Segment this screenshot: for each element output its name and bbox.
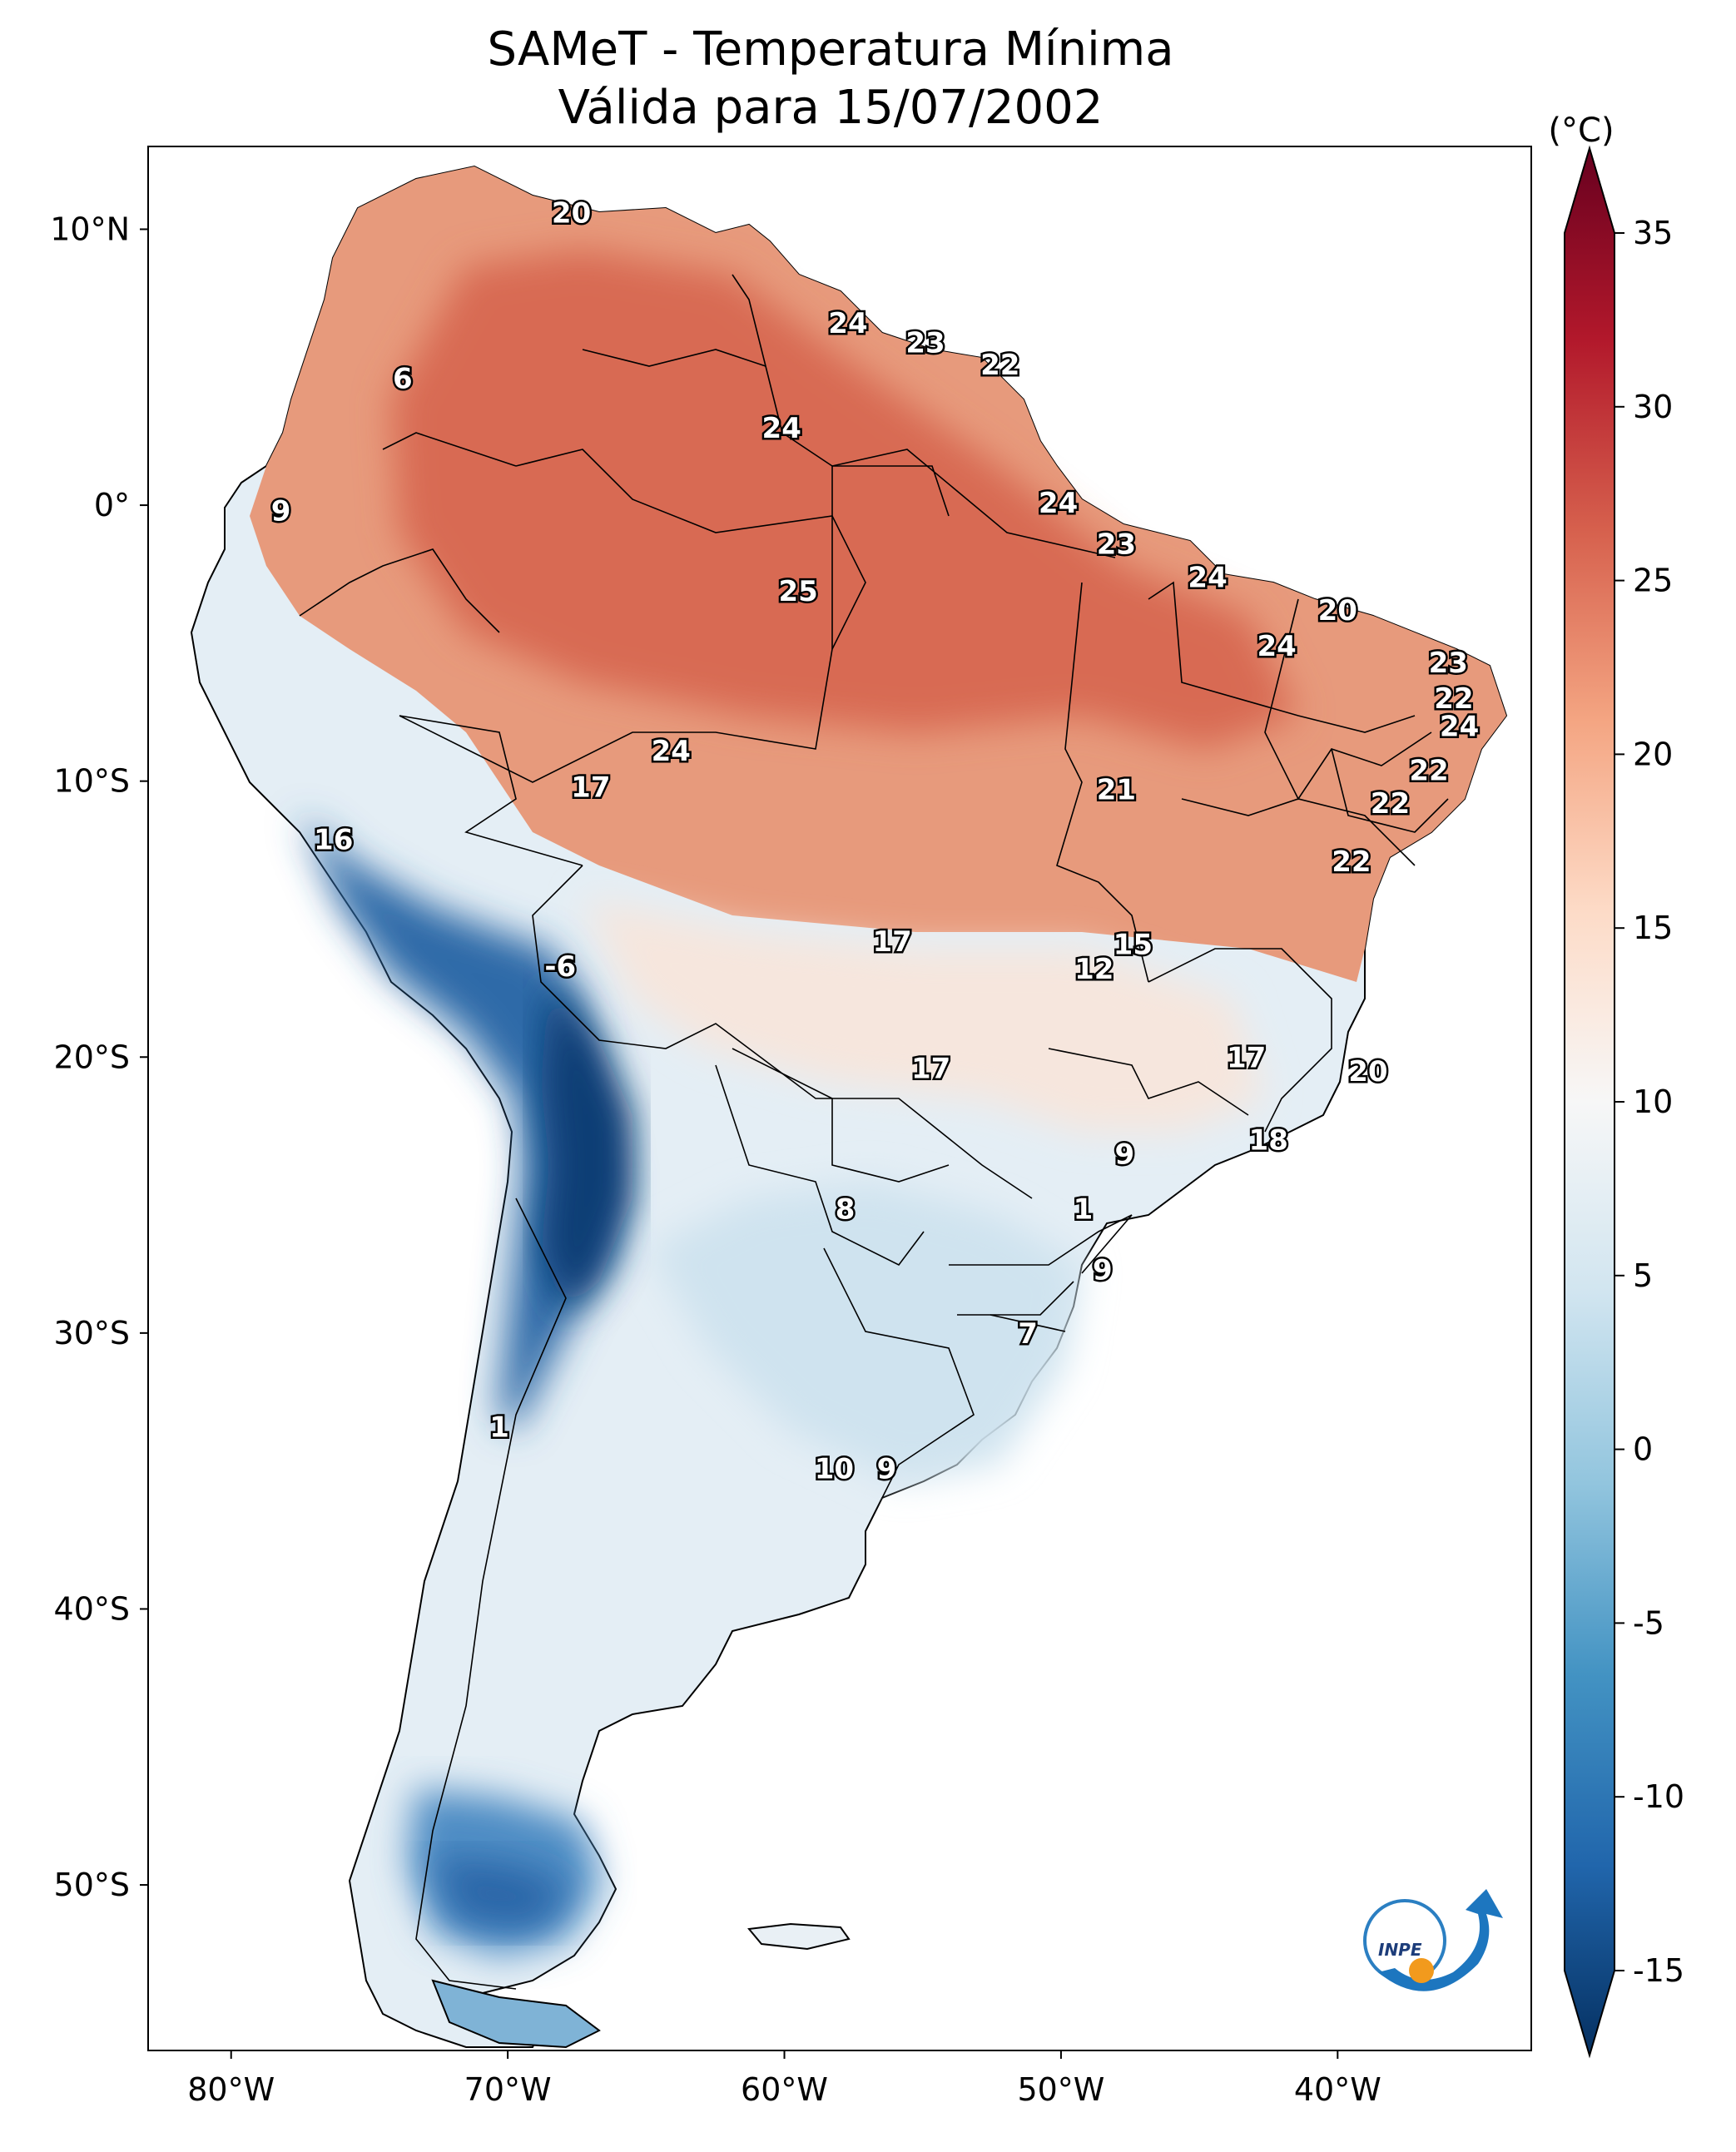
colorbar-ticks: 35 30 25 20 15 10 5 0 -5 -10 -15 [1614,215,1684,1989]
lon-tick-label: 40°W [1294,2071,1381,2108]
colorbar-tick-label: 20 [1633,736,1673,772]
hot-core-region [391,250,1298,749]
map-area [148,146,1531,2050]
colorbar-unit-label: (°C) [1548,112,1614,150]
contour-value-label: 9 [877,1452,897,1485]
contour-value-label: 1 [489,1411,509,1445]
title-line-1: SAMeT - Temperatura Mínima [487,22,1173,77]
contour-value-label: 8 [836,1193,856,1227]
country-borders [299,274,1449,1990]
colorbar-tick-label: 25 [1633,563,1673,599]
contour-value-label: 23 [905,326,945,359]
lat-tick-label: 30°S [54,1315,130,1351]
contour-value-label: 9 [1093,1254,1113,1287]
colorbar-tick-label: -15 [1633,1952,1684,1989]
colorbar: (°C) 35 30 25 20 15 10 5 0 -5 -10 -15 [1548,112,1684,2059]
colorbar-tick-label: 35 [1633,215,1673,251]
colorbar-tick-label: 15 [1633,910,1673,946]
contour-value-label: 22 [1434,682,1473,716]
contour-value-label: 15 [1114,928,1153,961]
contour-value-label: 23 [1097,528,1136,561]
contour-value-label: 24 [652,735,691,768]
contour-value-label: 24 [828,307,867,340]
colorbar-tick-label: 5 [1633,1257,1653,1294]
contour-value-label: 22 [1409,754,1448,787]
contour-value-label: 24 [1039,487,1078,520]
contour-value-label: 9 [1115,1138,1135,1171]
contour-value-label: 23 [1429,647,1468,680]
contour-value-label: 24 [1440,710,1479,743]
contour-value-label: 17 [1227,1041,1266,1074]
contour-value-label: 25 [778,575,817,608]
contour-value-label: 24 [1188,561,1227,594]
colorbar-tick-label: 10 [1633,1083,1673,1120]
altiplano-coldest [541,982,632,1315]
contour-value-label: 17 [571,771,610,804]
longitude-axis: 80°W 70°W 60°W 50°W 40°W [187,2050,1381,2108]
contour-value-label: 1 [1074,1193,1094,1227]
contour-value-label: 6 [393,363,413,396]
contour-value-label: 9 [271,495,291,528]
contour-value-label: 10 [815,1452,854,1485]
contour-value-label: 22 [1332,845,1371,879]
contour-value-label: 20 [1348,1055,1387,1088]
lat-tick-label: 0° [94,487,130,523]
contour-value-label: 18 [1249,1124,1288,1158]
contour-value-label: 24 [762,412,801,445]
colorbar-tick-label: 30 [1633,389,1673,425]
lat-tick-label: 50°S [54,1867,130,1903]
lat-tick-label: 20°S [54,1039,130,1075]
contour-value-label: 24 [1257,630,1297,663]
lon-tick-label: 60°W [741,2071,828,2108]
inpe-logo: INPE [1363,1889,1503,1991]
colorbar-body [1564,145,1615,2059]
lat-tick-label: 10°N [50,211,130,247]
contour-value-label: 17 [872,925,911,959]
latitude-axis: 10°N 0° 10°S 20°S 30°S 40°S 50°S [50,211,148,1903]
falkland-islands [747,1922,851,1951]
lon-tick-label: 50°W [1017,2071,1104,2108]
colorbar-tick-label: -10 [1633,1778,1684,1815]
contour-value-label: 7 [1018,1317,1038,1351]
tierra-del-fuego [431,1979,601,2049]
map-frame [147,146,1532,2051]
contour-value-label: 12 [1074,953,1114,986]
lat-tick-label: 10°S [54,763,130,800]
contour-value-label: 17 [911,1053,950,1086]
contour-value-label: 22 [1371,787,1410,821]
lon-tick-label: 80°W [187,2071,275,2108]
mild-region [583,899,1265,1132]
colorbar-tick-label: 0 [1633,1431,1653,1468]
contour-value-label: 20 [1318,594,1357,627]
logo-orange-dot [1409,1958,1434,1983]
logo-text: INPE [1378,1940,1422,1960]
lon-tick-label: 70°W [464,2071,552,2108]
andes-cold-region [300,816,616,1431]
lat-tick-label: 40°S [54,1590,130,1627]
contour-value-label: 20 [552,197,591,231]
logo-swoosh-arrow [1378,1889,1503,1991]
contour-value-label: 22 [980,349,1019,382]
title-line-2: Válida para 15/07/2002 [558,81,1104,135]
colorbar-tick-label: -5 [1633,1604,1664,1641]
contour-value-label: 21 [1097,774,1136,807]
patagonia-coldest [433,1856,574,1931]
contour-value-label: 16 [314,823,353,856]
contour-value-label: -6 [544,950,576,984]
